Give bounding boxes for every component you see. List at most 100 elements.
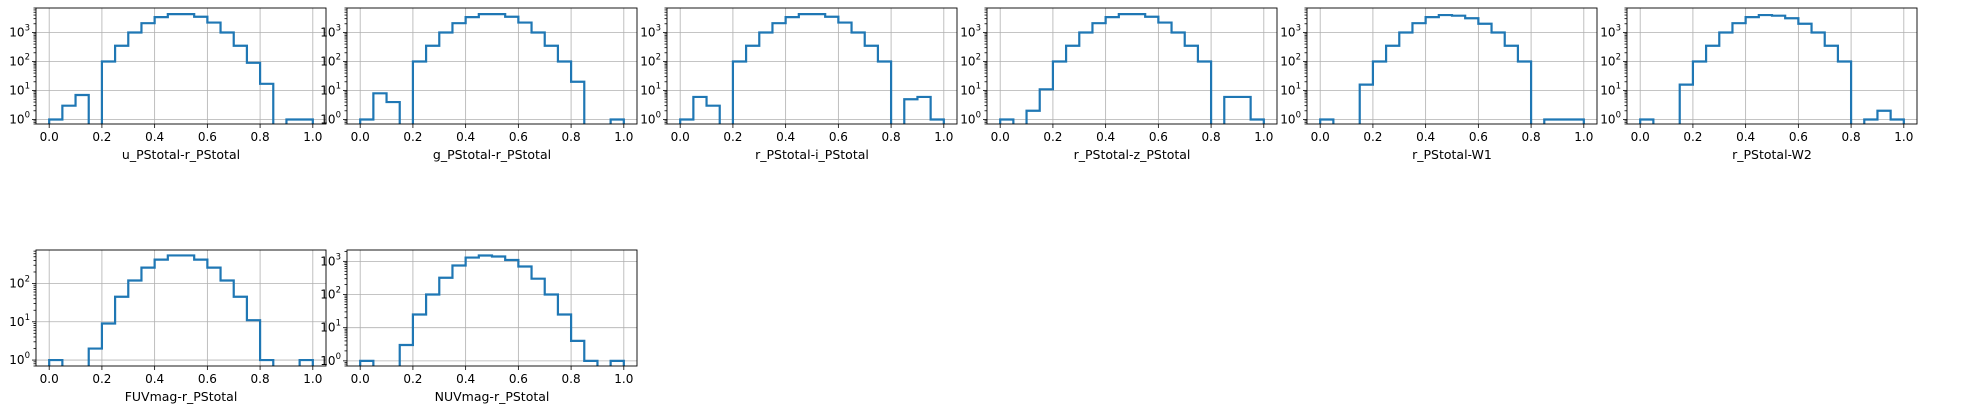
y-tick-label: 100 xyxy=(1280,111,1301,127)
y-tick-label: 103 xyxy=(960,24,981,40)
x-tick-label: 0.0 xyxy=(671,130,690,144)
y-tick-label: 100 xyxy=(960,111,981,127)
x-tick-label: 0.6 xyxy=(198,372,217,386)
histogram-panel-4: 0.0 0.2 0.4 0.6 0.8 1.0 100 101 102 103 r_PStotal-… xyxy=(960,7,1278,162)
x-tick-label: 0.4 xyxy=(145,130,164,144)
x-tick-label: 0.2 xyxy=(1683,130,1702,144)
plot-area xyxy=(1627,8,1917,124)
x-tick-label: 1.0 xyxy=(303,372,322,386)
histogram-panel-5: 0.0 0.2 0.4 0.6 0.8 1.0 100 101 102 103 r_PStotal-… xyxy=(1280,7,1598,162)
x-tick-label: 0.0 xyxy=(351,372,370,386)
x-tick-label: 0.2 xyxy=(403,372,422,386)
y-tick-label: 100 xyxy=(640,111,661,127)
histogram-step-line xyxy=(679,13,945,124)
x-axis-label: u_PStotal-r_PStotal xyxy=(122,147,240,162)
y-tick-label: 103 xyxy=(1280,24,1301,40)
y-tick-label: 103 xyxy=(1600,24,1621,40)
y-tick-label: 103 xyxy=(9,24,30,40)
x-tick-label: 0.0 xyxy=(351,130,370,144)
x-tick-label: 0.4 xyxy=(145,372,164,386)
y-tick-label: 102 xyxy=(1280,53,1301,69)
x-tick-label: 1.0 xyxy=(303,130,322,144)
y-tick-label: 100 xyxy=(320,352,341,368)
x-tick-label: 1.0 xyxy=(934,130,953,144)
axes-frame xyxy=(35,7,327,125)
x-tick-label: 0.0 xyxy=(40,130,59,144)
x-tick-label: 0.6 xyxy=(1149,130,1168,144)
x-axis-label: r_PStotal-z_PStotal xyxy=(1074,147,1191,162)
x-tick-label: 0.2 xyxy=(92,130,111,144)
x-tick-label: 0.6 xyxy=(1789,130,1808,144)
x-tick-label: 0.4 xyxy=(1736,130,1755,144)
y-tick-label: 102 xyxy=(960,53,981,69)
plot-area xyxy=(987,8,1277,124)
histogram-step-line xyxy=(48,254,314,366)
x-tick-label: 1.0 xyxy=(1574,130,1593,144)
plot-area xyxy=(36,8,326,124)
y-tick-label: 102 xyxy=(9,53,30,69)
x-tick-label: 0.8 xyxy=(251,372,270,386)
plot-area xyxy=(36,250,326,366)
x-axis-label: g_PStotal-r_PStotal xyxy=(433,147,551,162)
axes-frame xyxy=(1306,7,1598,125)
y-tick-label: 103 xyxy=(320,252,341,268)
y-tick-label: 101 xyxy=(9,82,30,98)
x-tick-label: 0.4 xyxy=(776,130,795,144)
y-tick-label: 102 xyxy=(640,53,661,69)
x-axis-label: NUVmag-r_PStotal xyxy=(435,389,550,404)
x-axis-label: r_PStotal-i_PStotal xyxy=(755,147,869,162)
histogram-panel-2: 0.0 0.2 0.4 0.6 0.8 1.0 100 101 102 103 g_PStotal-… xyxy=(320,7,638,162)
x-tick-label: 0.6 xyxy=(198,130,217,144)
x-axis-label: FUVmag-r_PStotal xyxy=(125,389,238,404)
histogram-panel-7: 0.0 0.2 0.4 0.6 0.8 1.0 100 101 102 FUVmag-r_PSto… xyxy=(9,249,327,404)
y-tick-label: 100 xyxy=(1600,111,1621,127)
axes-frame xyxy=(1626,7,1918,125)
x-tick-label: 0.2 xyxy=(1043,130,1062,144)
x-tick-label: 0.6 xyxy=(509,130,528,144)
x-tick-label: 0.8 xyxy=(562,130,581,144)
y-tick-label: 102 xyxy=(320,53,341,69)
axes-frame xyxy=(666,7,958,125)
plot-area xyxy=(347,250,637,366)
plot-area xyxy=(347,8,637,124)
x-tick-label: 0.2 xyxy=(723,130,742,144)
x-tick-label: 0.2 xyxy=(403,130,422,144)
axes-frame xyxy=(346,249,638,367)
histogram-step-line xyxy=(1319,13,1585,124)
x-tick-label: 0.0 xyxy=(40,372,59,386)
histogram-step-line xyxy=(48,13,314,124)
x-tick-label: 0.8 xyxy=(882,130,901,144)
plot-area xyxy=(1307,8,1597,124)
x-tick-label: 0.0 xyxy=(1311,130,1330,144)
x-tick-label: 1.0 xyxy=(614,130,633,144)
x-tick-label: 0.0 xyxy=(1631,130,1650,144)
y-tick-label: 101 xyxy=(320,319,341,335)
histogram-step-line xyxy=(359,254,625,366)
x-tick-label: 0.4 xyxy=(1096,130,1115,144)
x-tick-label: 0.2 xyxy=(1363,130,1382,144)
y-tick-label: 101 xyxy=(320,82,341,98)
x-tick-label: 1.0 xyxy=(1894,130,1913,144)
axes-frame xyxy=(346,7,638,125)
y-tick-label: 101 xyxy=(960,82,981,98)
x-tick-label: 0.4 xyxy=(456,130,475,144)
histogram-panel-8: 0.0 0.2 0.4 0.6 0.8 1.0 100 101 102 103 NUVmag-r_P… xyxy=(320,249,638,404)
y-tick-label: 101 xyxy=(1280,82,1301,98)
x-tick-label: 0.6 xyxy=(1469,130,1488,144)
y-tick-label: 101 xyxy=(9,313,30,329)
y-tick-label: 102 xyxy=(320,286,341,302)
y-tick-label: 102 xyxy=(9,275,30,291)
histogram-panel-1: 0.0 0.2 0.4 0.6 0.8 1.0 100 101 102 103 u_PStotal-… xyxy=(9,7,327,162)
y-tick-label: 103 xyxy=(640,24,661,40)
axes-frame xyxy=(35,249,327,367)
histogram-step-line xyxy=(359,13,625,124)
y-tick-label: 101 xyxy=(640,82,661,98)
y-tick-label: 103 xyxy=(320,24,341,40)
x-tick-label: 0.0 xyxy=(991,130,1010,144)
y-tick-label: 101 xyxy=(1600,82,1621,98)
x-tick-label: 0.8 xyxy=(251,130,270,144)
y-tick-label: 102 xyxy=(1600,53,1621,69)
histogram-panel-3: 0.0 0.2 0.4 0.6 0.8 1.0 100 101 102 103 r_PStotal-… xyxy=(640,7,958,162)
x-tick-label: 0.2 xyxy=(92,372,111,386)
